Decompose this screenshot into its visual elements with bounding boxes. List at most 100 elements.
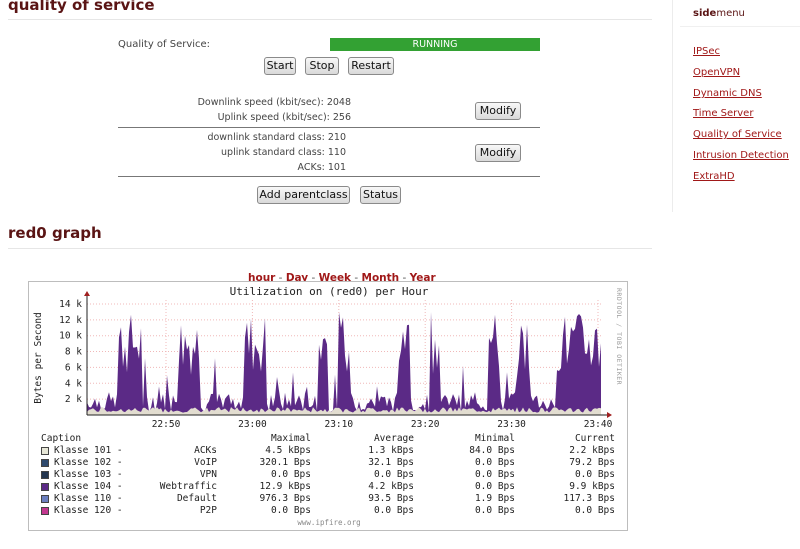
restart-button[interactable]: Restart xyxy=(348,57,394,75)
period-separator: - xyxy=(275,272,286,284)
y-tick-label: 2 k xyxy=(65,394,82,405)
y-axis-label: Bytes per Second xyxy=(33,312,44,404)
sidemenu-item-intrusion-detection[interactable]: Intrusion Detection xyxy=(693,150,789,161)
legend-cur: 9.9 kBps xyxy=(569,481,615,492)
legend-class: Klasse 101 - xyxy=(54,445,123,456)
modify-class-button[interactable]: Modify xyxy=(475,144,521,162)
y-tick-label: 6 k xyxy=(65,362,82,373)
legend-class: Klasse 103 - xyxy=(54,469,123,480)
uplink-speed: Uplink speed (kbit/sec): 256 xyxy=(217,112,351,123)
x-axis-arrow xyxy=(607,412,612,418)
legend-swatch xyxy=(41,459,49,467)
sidemenu-item-dynamic-dns[interactable]: Dynamic DNS xyxy=(693,88,762,99)
legend-max: 0.0 Bps xyxy=(270,469,311,480)
heading-rule xyxy=(8,19,652,20)
legend-cur: 117.3 Bps xyxy=(563,493,615,504)
legend-min: 84.0 Bps xyxy=(469,445,515,456)
sidemenu-rule xyxy=(680,26,800,27)
legend-name: VoIP xyxy=(194,457,217,468)
legend-max: 12.9 kBps xyxy=(259,481,311,492)
modify-speed-button[interactable]: Modify xyxy=(475,102,521,120)
x-tick-label: 23:40 xyxy=(584,419,613,430)
legend-cur-header: Current xyxy=(574,433,615,444)
legend-avg: 0.0 Bps xyxy=(373,505,414,516)
legend-cur: 2.2 kBps xyxy=(569,445,615,456)
legend-avg: 32.1 Bps xyxy=(368,457,414,468)
status-button[interactable]: Status xyxy=(360,186,401,204)
chart-title: Utilization on (red0) per Hour xyxy=(229,285,429,298)
legend-class: Klasse 110 - xyxy=(54,493,123,504)
legend-swatch xyxy=(41,483,49,491)
downlink-speed: Downlink speed (kbit/sec): 2048 xyxy=(197,97,351,108)
graph-heading: red0 graph xyxy=(8,224,102,242)
acks-class: ACKs: 101 xyxy=(297,162,347,173)
legend-swatch xyxy=(41,447,49,455)
graph-heading-rule xyxy=(8,248,652,249)
start-button[interactable]: Start xyxy=(264,57,296,75)
sidemenu-item-time-server[interactable]: Time Server xyxy=(693,108,754,119)
legend-avg: 0.0 Bps xyxy=(373,469,414,480)
add-parentclass-button[interactable]: Add parentclass xyxy=(257,186,350,204)
legend-min: 0.0 Bps xyxy=(474,457,515,468)
legend-class: Klasse 104 - xyxy=(54,481,123,492)
chart-svg: 2 k 4 k 6 k 8 k 10 k 12 k 14 k 22:50 23:00 23:10 2… xyxy=(33,291,613,430)
period-separator: - xyxy=(399,272,410,284)
uplink-standard-class: uplink standard class: 110 xyxy=(221,147,346,158)
series-webtraffic xyxy=(87,312,601,415)
period-separator: - xyxy=(351,272,362,284)
qos-status-label: Quality of Service: xyxy=(118,39,211,50)
sidemenu-item-quality-of-service[interactable]: Quality of Service xyxy=(693,129,782,140)
legend-avg: 93.5 Bps xyxy=(368,493,414,504)
legend-name: ACKs xyxy=(194,445,217,456)
legend-min: 0.0 Bps xyxy=(474,481,515,492)
qos-heading: quality of service xyxy=(8,0,155,14)
legend-min: 0.0 Bps xyxy=(474,505,515,516)
legend-avg: 1.3 kBps xyxy=(368,445,414,456)
graph-footer: www.ipfire.org xyxy=(297,518,361,527)
legend-swatch xyxy=(41,507,49,515)
legend-swatch xyxy=(41,471,49,479)
x-tick-label: 23:30 xyxy=(497,419,526,430)
y-tick-label: 12 k xyxy=(59,315,82,326)
sidemenu-item-openvpn[interactable]: OpenVPN xyxy=(693,67,741,78)
legend-max-header: Maximal xyxy=(270,433,311,444)
sidemenu-title-rest: menu xyxy=(716,8,745,19)
legend-avg: 4.2 kBps xyxy=(368,481,414,492)
period-separator: - xyxy=(308,272,319,284)
legend-cur: 79.2 Bps xyxy=(569,457,615,468)
legend-name: Default xyxy=(176,493,217,504)
legend-avg-header: Average xyxy=(373,433,414,444)
y-tick-label: 8 k xyxy=(65,347,82,358)
separator xyxy=(118,176,540,177)
y-tick-label: 14 k xyxy=(59,299,82,310)
sidemenu-title: sidemenu xyxy=(693,8,745,19)
legend-name: VPN xyxy=(199,469,217,480)
legend-swatch xyxy=(41,495,49,503)
x-tick-label: 23:00 xyxy=(238,419,267,430)
x-tick-label: 23:20 xyxy=(411,419,440,430)
y-tick-label: 4 k xyxy=(65,378,82,389)
legend-name: P2P xyxy=(199,505,217,516)
y-axis-arrow xyxy=(84,291,90,296)
stop-button[interactable]: Stop xyxy=(305,57,339,75)
sidemenu-item-extrahd[interactable]: ExtraHD xyxy=(693,171,735,182)
x-tick-label: 22:50 xyxy=(152,419,181,430)
legend-max: 320.1 Bps xyxy=(259,457,311,468)
legend-max: 976.3 Bps xyxy=(259,493,311,504)
qos-status-bar: RUNNING xyxy=(330,38,540,51)
legend-caption-header: Caption xyxy=(41,433,82,444)
graph-image: Utilization on (red0) per Hour 2 k 4 k 6 k… xyxy=(28,281,628,531)
legend-max: 0.0 Bps xyxy=(270,505,311,516)
legend-class: Klasse 120 - xyxy=(54,505,123,516)
legend-min: 1.9 Bps xyxy=(474,493,515,504)
legend-cur: 0.0 Bps xyxy=(574,505,615,516)
legend-min: 0.0 Bps xyxy=(474,469,515,480)
legend-name: Webtraffic xyxy=(159,481,217,492)
separator xyxy=(118,127,540,128)
legend-max: 4.5 kBps xyxy=(265,445,311,456)
series-default xyxy=(87,407,601,415)
sidemenu-divider xyxy=(672,0,673,212)
x-tick-label: 23:10 xyxy=(324,419,353,430)
sidemenu-item-ipsec[interactable]: IPSec xyxy=(693,46,720,57)
downlink-standard-class: downlink standard class: 210 xyxy=(207,132,346,143)
